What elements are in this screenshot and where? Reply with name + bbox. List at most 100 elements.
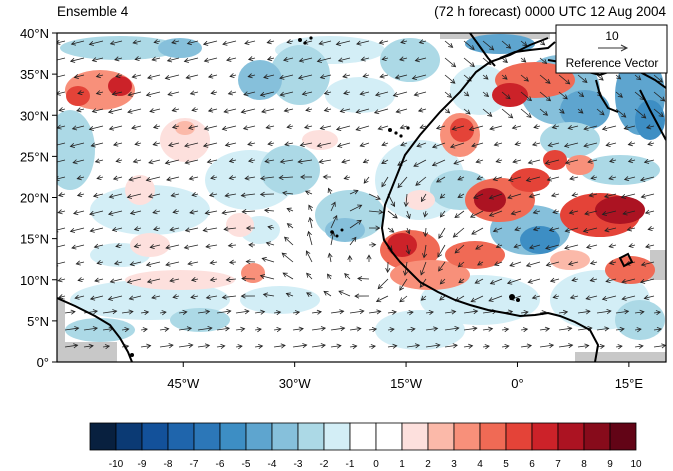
wind-vector: [284, 141, 294, 147]
wind-vector: [229, 259, 237, 265]
wind-vector: [368, 209, 384, 215]
wind-vector: [545, 261, 560, 267]
wind-vector: [439, 278, 446, 285]
wind-vector: [95, 73, 104, 79]
wind-vector: [171, 107, 180, 113]
wind-vector: [202, 142, 218, 148]
wind-vector: [57, 261, 66, 267]
wind-vector: [488, 193, 503, 200]
wind-vector: [171, 39, 180, 45]
wind-vector: [501, 57, 508, 63]
wind-vector: [102, 344, 111, 350]
wind-vector: [582, 227, 598, 233]
wind-vector: [349, 309, 365, 315]
wind-vector: [286, 207, 294, 213]
wind-vector: [190, 294, 199, 300]
wind-vector: [387, 327, 395, 333]
wind-vector: [222, 40, 237, 46]
wind-vector: [639, 278, 655, 284]
colorbar-label: 7: [555, 459, 561, 470]
wind-vector: [387, 227, 395, 233]
wind-vector: [463, 40, 475, 50]
wind-vector: [520, 91, 533, 102]
wind-vector: [528, 244, 541, 250]
wind-vector: [88, 125, 104, 131]
wind-vector: [545, 244, 560, 251]
wind-vector: [69, 57, 85, 63]
wind-vector: [406, 343, 421, 349]
wind-vector: [368, 225, 381, 231]
wind-vector: [451, 125, 465, 131]
wind-vector: [368, 242, 377, 248]
colorbar-swatch: [219, 422, 247, 451]
wind-vector: [621, 278, 636, 284]
colorbar-swatch: [271, 422, 299, 451]
wind-vector: [501, 40, 512, 49]
colorbar-label: -2: [320, 459, 329, 470]
wind-vector: [608, 260, 617, 266]
wind-vector: [463, 326, 478, 332]
wind-vector: [596, 74, 604, 81]
wind-vector: [330, 214, 338, 229]
wind-vector: [626, 226, 636, 232]
wind-vector: [444, 91, 453, 98]
colorbar-label: -6: [216, 459, 225, 470]
wind-vector: [131, 124, 142, 130]
colorbar-label: 1: [399, 459, 405, 470]
wind-vector: [203, 57, 218, 63]
wind-vector: [640, 261, 655, 267]
wind-vector: [159, 310, 167, 316]
wind-vector: [229, 73, 237, 79]
wind-vector: [510, 210, 522, 216]
wind-vector: [381, 141, 389, 147]
wind-vector: [492, 227, 503, 233]
wind-vector: [344, 273, 351, 280]
wind-vector: [185, 74, 199, 80]
wind-vector: [527, 278, 541, 284]
wind-vector: [305, 250, 313, 263]
wind-vector: [413, 159, 427, 167]
wind-vector: [197, 326, 213, 332]
wind-vector: [525, 176, 541, 183]
wind-vector: [513, 243, 522, 249]
wind-vector: [107, 108, 123, 114]
wind-vector: [627, 158, 636, 164]
wind-vector: [57, 192, 66, 198]
wind-vector: [420, 295, 427, 301]
colorbar-label: -4: [268, 459, 277, 470]
wind-vector: [381, 176, 389, 188]
wind-vector: [571, 192, 579, 198]
wind-vector: [264, 158, 275, 164]
colorbar-swatch: [141, 422, 169, 451]
wind-vector: [93, 243, 104, 249]
wind-vector: [458, 278, 465, 284]
wind-vector: [397, 176, 408, 189]
wind-vector: [506, 278, 522, 285]
wind-vector: [223, 226, 237, 232]
wind-vector: [379, 73, 389, 79]
wind-vector: [114, 56, 123, 62]
wind-vector: [482, 344, 490, 350]
wind-vector: [501, 74, 508, 80]
wind-vector: [405, 244, 411, 255]
wind-vector: [283, 236, 294, 246]
wind-vector: [57, 159, 66, 163]
wind-vector: [338, 290, 351, 297]
wind-vector: [558, 91, 568, 100]
lat-tick-label: 15°N: [20, 232, 49, 247]
wind-vector: [335, 40, 351, 46]
wind-vector: [263, 74, 275, 80]
wind-vector: [71, 244, 85, 250]
wind-vector: [482, 40, 495, 51]
wind-vector: [129, 210, 142, 216]
wind-vector: [265, 241, 275, 247]
colorbar-swatch: [167, 422, 195, 451]
lon-tick-label: 30°W: [279, 376, 312, 391]
wind-vector: [439, 295, 446, 301]
wind-vector: [347, 255, 353, 263]
wind-vector: [70, 40, 85, 46]
colorbar-swatch: [89, 422, 117, 451]
wind-vector: [64, 326, 80, 332]
colorbar-label: -9: [138, 459, 147, 470]
wind-vector: [327, 252, 333, 263]
